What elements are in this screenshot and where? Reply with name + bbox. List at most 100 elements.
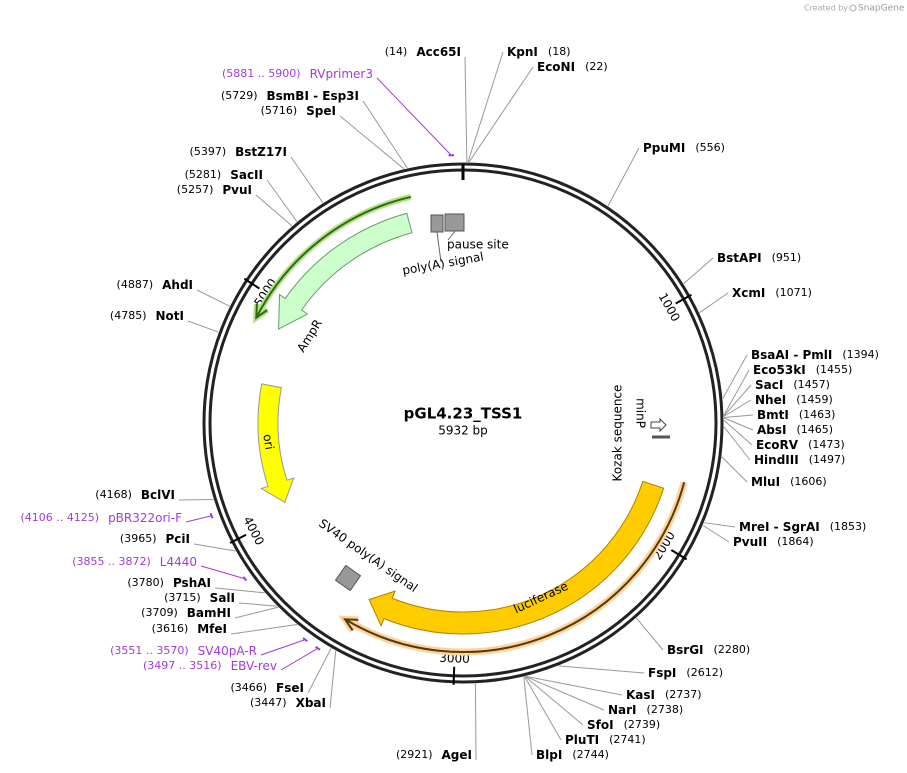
site-name: AgeI: [442, 748, 472, 762]
site-leader: [702, 525, 730, 543]
site-label: (3447) XbaI: [250, 696, 326, 710]
site-name: BstAPI: [717, 251, 762, 265]
site-label: EcoNI (22): [537, 60, 608, 74]
site-name: XbaI: [296, 696, 326, 710]
site-name: SfoI: [587, 718, 614, 732]
site-name: PpuMI: [643, 141, 685, 155]
site-name: BclVI: [141, 488, 175, 502]
site-label: BmtI (1463): [757, 408, 835, 422]
site-leader: [468, 66, 534, 163]
site-name: EcoNI: [537, 60, 575, 74]
site-label: PvuII (1864): [733, 535, 814, 549]
site-position: (2612): [686, 666, 723, 679]
site-position: (1455): [816, 363, 853, 376]
site-leader: [238, 602, 278, 607]
site-leader: [723, 419, 753, 446]
kozak-label: Kozak sequence: [611, 385, 625, 482]
site-name: PshAI: [173, 576, 211, 590]
site-position: (3447): [250, 696, 287, 709]
primer-range: (4106 .. 4125): [21, 511, 100, 524]
site-leader: [723, 369, 750, 416]
site-position: (951): [772, 251, 802, 264]
site-name: AbsI: [757, 423, 786, 437]
primer-label: (3497 .. 3516) EBV-rev: [143, 659, 277, 673]
tick-mark: [229, 533, 247, 544]
primer-name: SV40pA-R: [198, 644, 257, 658]
sv40-label: SV40 poly(A) signal: [316, 516, 420, 595]
ampr-strand: [255, 195, 412, 320]
polya-box: [430, 214, 444, 233]
minp-label: minP: [634, 398, 648, 428]
site-leader: [607, 147, 640, 207]
site-name: KpnI: [507, 45, 538, 59]
site-position: (18): [548, 45, 571, 58]
site-label: (5729) BsmBI - Esp3I: [221, 89, 359, 103]
site-name: Eco53kI: [753, 363, 806, 377]
site-label: (14) Acc65I: [385, 45, 461, 59]
site-name: XcmI: [732, 286, 765, 300]
sv40-box: [334, 564, 362, 592]
site-position: (2739): [624, 718, 661, 731]
site-leader: [230, 624, 298, 635]
site-leader: [266, 179, 298, 222]
primer-range: (3855 .. 3872): [72, 555, 151, 568]
logo: [849, 4, 857, 12]
site-name: BamHI: [187, 606, 231, 620]
site-label: XcmI (1071): [732, 286, 812, 300]
site-name: EcoRV: [756, 438, 799, 452]
site-name: NheI: [755, 393, 786, 407]
site-position: (5729): [221, 89, 258, 102]
site-position: (4168): [95, 488, 132, 501]
site-position: (2737): [665, 688, 702, 701]
site-position: (1459): [796, 393, 833, 406]
site-label: (5281) SacII: [185, 168, 263, 182]
site-leader: [524, 676, 584, 726]
plasmid-name: pGL4.23_TSS1: [404, 405, 523, 423]
site-label: SfoI (2739): [587, 718, 660, 732]
site-name: BlpI: [536, 748, 562, 762]
site-leader: [558, 665, 645, 674]
site-leader: [721, 456, 748, 483]
primer-name: L4440: [160, 555, 197, 569]
site-position: (1463): [799, 408, 836, 421]
site-leader: [329, 650, 337, 709]
site-position: (1497): [809, 453, 846, 466]
site-name: PvuII: [733, 535, 767, 549]
site-name: BsaAI - PmlI: [751, 348, 832, 362]
site-position: (4887): [117, 278, 154, 291]
minp-arrow: [650, 417, 667, 433]
site-label: (3780) PshAI: [127, 576, 211, 590]
site-position: (1465): [796, 423, 833, 436]
site-label: Eco53kI (1455): [753, 363, 852, 377]
ampr-arrow: [278, 212, 413, 330]
site-leader: [683, 257, 714, 284]
site-position: (5257): [177, 183, 214, 196]
site-position: (2738): [647, 703, 684, 716]
site-label: (4168) BclVI: [95, 488, 175, 502]
site-leader: [339, 115, 405, 170]
primer-range: (3551 .. 3570): [110, 644, 189, 657]
site-label: KasI (2737): [626, 688, 702, 702]
site-position: (5716): [261, 104, 298, 117]
site-label: (5257) PvuI: [177, 183, 252, 197]
site-leader: [723, 399, 752, 417]
site-label: (5397) BstZ17I: [190, 145, 287, 159]
site-label: PpuMI (556): [643, 141, 725, 155]
site-leader: [704, 522, 736, 528]
site-leader: [525, 675, 623, 696]
site-leader: [722, 354, 748, 399]
tick-mark: [452, 666, 456, 685]
site-leader: [524, 676, 562, 741]
primer-label: (3551 .. 3570) SV40pA-R: [110, 644, 257, 658]
site-label: NarI (2738): [608, 703, 683, 717]
site-position: (2744): [572, 748, 609, 761]
site-position: (3780): [127, 576, 164, 589]
site-label: PluTI (2741): [565, 733, 646, 747]
site-name: BsmBI - Esp3I: [267, 89, 359, 103]
site-position: (3616): [152, 622, 189, 635]
site-leader: [187, 320, 219, 333]
site-label: EcoRV (1473): [756, 438, 845, 452]
site-leader: [474, 683, 477, 761]
polya-label: poly(A) signal: [401, 249, 484, 277]
site-position: (2921): [396, 748, 433, 761]
